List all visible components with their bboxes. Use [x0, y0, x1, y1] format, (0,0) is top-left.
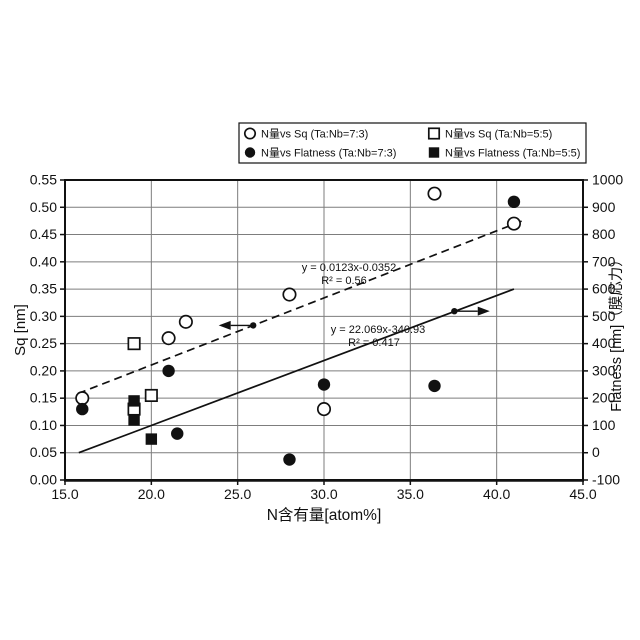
circle-open-data-marker	[75, 391, 90, 406]
left-axis-tick-label: 0.40	[30, 253, 57, 269]
circle-open-data-marker	[282, 287, 297, 302]
gridlines-layer	[65, 180, 583, 480]
series-square-filled	[128, 395, 158, 445]
dashed-trendline	[77, 219, 525, 395]
left-axis-tick-label: 0.05	[30, 444, 57, 460]
x-axis-tick-label: 20.0	[138, 486, 165, 502]
flatness-trendline-equation: y = 22.069x-340.93	[331, 324, 426, 336]
legend-item-0: N量vs Sq (Ta:Nb=7:3)	[243, 127, 368, 141]
right-y-axis-title: Flatness [nm]（膜応力）	[608, 252, 625, 412]
left-axis-tick-label: 0.20	[30, 362, 57, 378]
axes-frame-layer	[60, 179, 588, 485]
circle-filled-data-marker	[507, 195, 521, 209]
left-axis-tick-label: 0.35	[30, 281, 57, 297]
left-axis-tick-label: 0.45	[30, 226, 57, 242]
square-filled-data-marker	[145, 433, 158, 445]
square-open-data-marker	[127, 337, 141, 351]
legend: N量vs Sq (Ta:Nb=7:3) N量vs Sq (Ta:Nb=5:5) N量…	[238, 122, 587, 164]
x-axis-tick-label: 40.0	[483, 486, 510, 502]
square-filled-legend-marker-icon	[428, 147, 440, 158]
circle-open-data-marker	[506, 216, 521, 231]
circle-open-data-marker	[161, 331, 176, 346]
sq-trendline-r2: R² = 0.56	[321, 275, 367, 287]
legend-item-3: N量vs Flatness (Ta:Nb=5:5)	[428, 147, 580, 160]
right-axis-tick-label: 700	[592, 253, 616, 269]
trendline-equations-layer: y = 0.0123x-0.0352 R² = 0.56 y = 22.069x…	[302, 262, 426, 349]
legend-item-1: N量vs Sq (Ta:Nb=5:5)	[427, 127, 552, 141]
left-y-axis-title: Sq [nm]	[12, 304, 29, 356]
x-axis-tick-label: 30.0	[310, 486, 337, 502]
solid-line-uses-right-axis-arrow	[451, 306, 490, 316]
legend-item-label: N量vs Flatness (Ta:Nb=5:5)	[445, 147, 580, 160]
flatness-trendline-r2: R² = 0.417	[348, 337, 400, 349]
x-axis-tick-label: 45.0	[569, 486, 596, 502]
circle-open-data-marker	[427, 186, 442, 201]
legend-item-2: N量vs Flatness (Ta:Nb=7:3)	[244, 147, 396, 160]
series-circle-filled	[76, 195, 521, 466]
left-axis-tick-label: 0.30	[30, 308, 57, 324]
circle-open-legend-marker-icon	[243, 127, 257, 140]
dashed-line-uses-left-axis-arrow	[218, 320, 257, 330]
axis-titles-layer: N含有量[atom%] Sq [nm] Flatness [nm]（膜応力）	[12, 252, 625, 524]
right-axis-tick-label: 500	[592, 308, 616, 324]
right-axis-tick-label: -100	[592, 472, 620, 488]
right-axis-tick-label: 600	[592, 281, 616, 297]
circle-open-data-marker	[316, 402, 332, 417]
square-filled-data-marker	[128, 414, 140, 426]
left-axis-tick-label: 0.10	[30, 417, 57, 433]
x-axis-tick-label: 15.0	[51, 486, 78, 502]
right-axis-tick-label: 800	[592, 226, 616, 242]
series-circle-open	[75, 186, 521, 417]
x-axis-tick-label: 35.0	[397, 486, 424, 502]
legend-item-label: N量vs Sq (Ta:Nb=5:5)	[445, 128, 552, 141]
solid-trendline	[78, 288, 515, 454]
data-points-layer	[75, 186, 521, 466]
square-open-data-marker	[144, 388, 158, 403]
circle-open-data-marker	[178, 314, 193, 329]
x-axis-title: N含有量[atom%]	[267, 506, 382, 524]
right-axis-tick-label: 0	[592, 444, 600, 460]
right-axis-tick-label: 1000	[592, 172, 623, 188]
left-axis-tick-label: 0.50	[30, 199, 57, 215]
circle-filled-data-marker	[76, 402, 89, 416]
legend-box	[238, 122, 587, 164]
left-axis-tick-label: 0.15	[30, 390, 57, 406]
circle-filled-data-marker	[171, 427, 184, 440]
legend-item-label: N量vs Flatness (Ta:Nb=7:3)	[261, 147, 396, 160]
right-axis-tick-label: 400	[592, 335, 616, 351]
left-axis-tick-label: 0.25	[30, 335, 57, 351]
legend-item-label: N量vs Sq (Ta:Nb=7:3)	[261, 128, 368, 141]
circle-filled-data-marker	[317, 378, 331, 391]
arrowhead-right-icon	[477, 306, 490, 316]
right-axis-tick-label: 900	[592, 199, 616, 215]
circle-filled-data-marker	[428, 379, 441, 393]
tick-labels-layer: 0.00 0.05 0.10 0.15 0.20 0.25 0.30 0.35 0.40 0.45…	[30, 172, 624, 503]
circle-filled-data-marker	[283, 453, 296, 466]
right-axis-tick-label: 100	[592, 417, 616, 433]
square-open-legend-marker-icon	[427, 127, 441, 140]
left-axis-tick-label: 0.55	[30, 172, 57, 188]
axis-pointer-arrows-layer	[218, 306, 490, 330]
circle-filled-legend-marker-icon	[244, 147, 256, 158]
arrowhead-left-icon	[218, 320, 231, 330]
right-axis-tick-label: 300	[592, 362, 616, 378]
sq-trendline-equation: y = 0.0123x-0.0352	[302, 262, 397, 274]
x-axis-tick-label: 25.0	[224, 486, 251, 502]
square-filled-data-marker	[128, 395, 140, 407]
circle-filled-data-marker	[162, 364, 175, 378]
right-axis-tick-label: 200	[592, 390, 616, 406]
trendlines-layer	[77, 219, 525, 454]
left-axis-tick-label: 0.00	[30, 472, 57, 488]
